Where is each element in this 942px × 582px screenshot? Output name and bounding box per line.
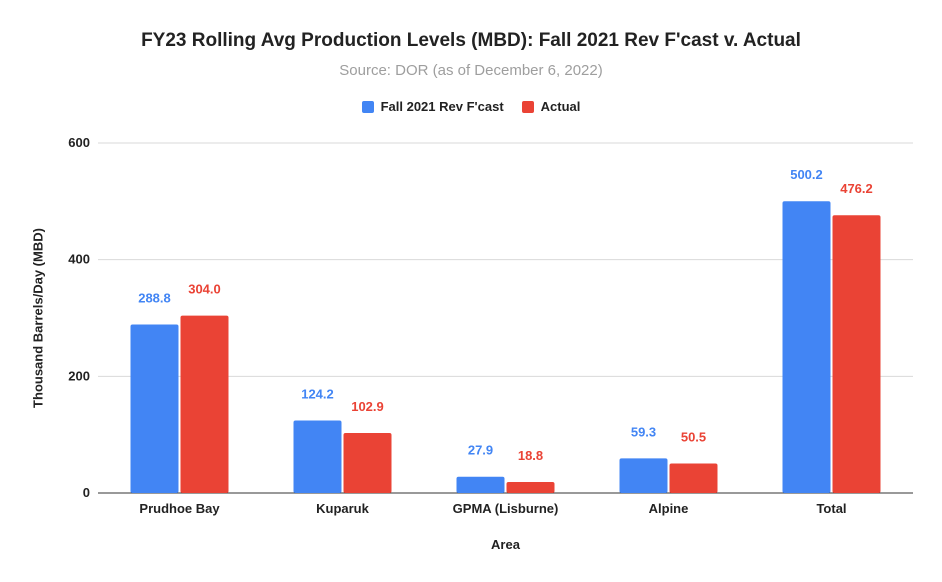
bar [180, 315, 229, 493]
x-axis-label: Area [491, 537, 520, 552]
data-label: 102.9 [351, 399, 384, 414]
data-label: 500.2 [790, 167, 823, 182]
bar [456, 476, 505, 493]
x-tick-label: Total [816, 501, 846, 516]
chart-legend: Fall 2021 Rev F'cast Actual [0, 99, 942, 114]
x-tick-label: Kuparuk [316, 501, 370, 516]
legend-item-actual[interactable]: Actual [521, 99, 581, 114]
bar [293, 420, 342, 493]
legend-label-forecast: Fall 2021 Rev F'cast [380, 99, 504, 114]
x-tick-label: Prudhoe Bay [139, 501, 220, 516]
bar [130, 324, 179, 493]
legend-item-forecast[interactable]: Fall 2021 Rev F'cast [361, 99, 504, 114]
data-label: 50.5 [681, 430, 706, 445]
legend-swatch-actual [521, 100, 534, 113]
bar [619, 458, 668, 493]
y-tick-label: 400 [68, 252, 90, 267]
data-label: 476.2 [840, 181, 873, 196]
x-tick-label: GPMA (Lisburne) [453, 501, 559, 516]
bar [669, 463, 718, 493]
data-label: 18.8 [518, 448, 543, 463]
data-label: 124.2 [301, 387, 334, 402]
data-label: 27.9 [468, 443, 493, 458]
legend-swatch-forecast [361, 100, 374, 113]
y-axis-label: Thousand Barrels/Day (MBD) [30, 228, 46, 408]
data-label: 304.0 [188, 282, 221, 297]
bar [782, 201, 831, 493]
y-tick-label: 600 [68, 135, 90, 150]
chart-title: FY23 Rolling Avg Production Levels (MBD)… [141, 30, 801, 51]
y-tick-label: 0 [83, 485, 90, 500]
bar [343, 432, 392, 493]
chart-subtitle: Source: DOR (as of December 6, 2022) [339, 62, 603, 79]
bar [506, 482, 555, 493]
data-label: 59.3 [631, 424, 656, 439]
legend-label-actual: Actual [540, 99, 581, 114]
x-tick-label: Alpine [649, 501, 689, 516]
y-tick-label: 200 [68, 368, 90, 383]
data-label: 288.8 [138, 291, 171, 306]
bar [832, 215, 881, 493]
